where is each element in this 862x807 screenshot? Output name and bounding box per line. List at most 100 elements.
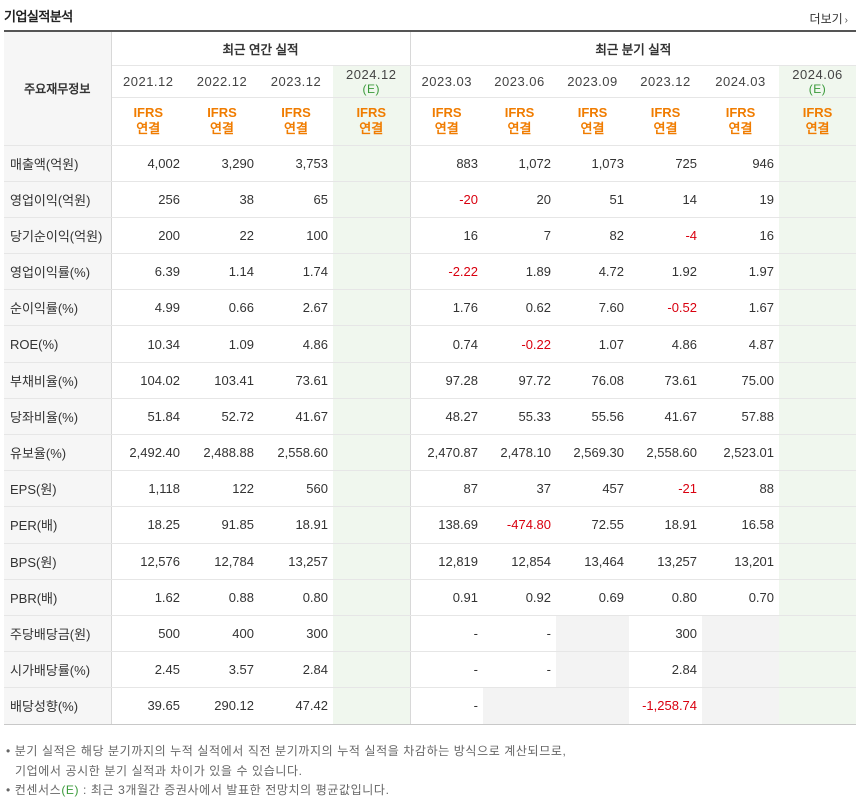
table-cell: 4.72 (556, 253, 630, 291)
more-label: 더보기 (809, 12, 843, 26)
table-row: 유보율(%) 2,492.40 2,488.88 2,558.60 2,470.87 2,… (4, 434, 857, 472)
consolidated-label: 연결 (507, 121, 532, 136)
row-label: 순이익률(%) (4, 289, 112, 327)
table-cell: 3,290 (185, 144, 259, 182)
table-row: 당좌비율(%) 51.84 52.72 41.67 48.27 55.33 55.56 41.… (4, 398, 857, 436)
ifrs-basis: IFRS 연결 (779, 97, 857, 146)
estimate-marker: (E) (362, 81, 380, 96)
table-cell: 0.62 (483, 289, 557, 327)
period-header: 2023.09 (556, 65, 630, 98)
table-cell (779, 253, 857, 291)
table-cell (556, 614, 630, 653)
table-cell: 725 (629, 144, 703, 182)
table-cell: 19 (702, 181, 780, 218)
table-cell (702, 614, 780, 653)
table-cell: 2,470.87 (410, 434, 484, 472)
table-cell: 4.86 (259, 325, 333, 363)
table-cell: 4.86 (629, 325, 703, 363)
table-cell (779, 398, 857, 436)
table-cell: -474.80 (483, 506, 557, 544)
table-cell (333, 687, 411, 725)
ifrs-label: IFRS (650, 105, 681, 120)
row-label: PER(배) (4, 506, 112, 544)
table-cell: 18.91 (629, 506, 703, 544)
consolidated-label: 연결 (805, 121, 830, 136)
table-cell: 82 (556, 217, 630, 255)
table-cell (333, 289, 411, 327)
consolidated-label: 연결 (580, 121, 605, 136)
table-cell: - (410, 614, 484, 653)
group-annual: 최근 연간 실적 (111, 32, 411, 66)
period-label: 2022.12 (196, 73, 248, 89)
consolidated-label: 연결 (728, 121, 753, 136)
table-row: 부채비율(%) 104.02 103.41 73.61 97.28 97.72 76.08 7… (4, 361, 857, 399)
row-label: 유보율(%) (4, 434, 112, 472)
table-cell: 7.60 (556, 289, 630, 327)
table-cell: 22 (185, 217, 259, 255)
table-cell: 0.70 (702, 579, 780, 616)
table-cell: 18.25 (111, 506, 185, 544)
table-cell: 12,576 (111, 543, 185, 580)
table-cell: 200 (111, 217, 185, 255)
period-header: 2023.12 (629, 65, 703, 98)
table-cell: - (410, 687, 484, 725)
table-cell: 2,478.10 (483, 434, 557, 472)
table-cell: 2,488.88 (185, 434, 259, 472)
row-label: 영업이익(억원) (4, 181, 112, 218)
table-cell: 75.00 (702, 361, 780, 399)
table-cell: 41.67 (259, 398, 333, 436)
table-cell: 2,523.01 (702, 434, 780, 472)
table-cell: -0.22 (483, 325, 557, 363)
table-cell: 1.97 (702, 253, 780, 291)
table-cell: 2.67 (259, 289, 333, 327)
more-link[interactable]: 더보기 › (810, 10, 848, 27)
ifrs-basis: IFRS 연결 (483, 97, 557, 146)
table-cell: 4,002 (111, 144, 185, 182)
table-cell (333, 434, 411, 472)
table-row: BPS(원) 12,576 12,784 13,257 12,819 12,854 13,4… (4, 543, 857, 580)
table-cell: 41.67 (629, 398, 703, 436)
row-label: 당기순이익(억원) (4, 217, 112, 255)
table-cell: 12,819 (410, 543, 484, 580)
table-cell (779, 614, 857, 653)
table-cell: 47.42 (259, 687, 333, 725)
financial-table: 주요재무정보 최근 연간 실적 최근 분기 실적 2021.12 2022.12 2… (4, 32, 857, 725)
row-label: BPS(원) (4, 543, 112, 580)
table-row: 배당성향(%) 39.65 290.12 47.42 - -1,258.74 (4, 687, 857, 725)
table-cell: 0.66 (185, 289, 259, 327)
table-cell: 55.56 (556, 398, 630, 436)
period-label: 2024.12 (346, 66, 397, 82)
table-cell (556, 651, 630, 689)
period-header: 2022.12 (185, 65, 259, 98)
table-cell (702, 651, 780, 689)
table-cell (333, 144, 411, 182)
table-row: 주당배당금(원) 500 400 300- -300 (4, 614, 857, 653)
table-cell: 457 (556, 470, 630, 508)
table-cell: 16 (410, 217, 484, 255)
table-row: PER(배) 18.25 91.85 18.91 138.69 -474.80 72.55 1… (4, 506, 857, 544)
footnote-consensus: • 컨센서스(E) : 최근 3개월간 증권사에서 발표한 전망치의 평균값입니… (6, 783, 390, 797)
table-cell (779, 181, 857, 218)
table-cell: 1,118 (111, 470, 185, 508)
table-cell (556, 687, 630, 725)
table-cell: 883 (410, 144, 484, 182)
table-cell: 73.61 (629, 361, 703, 399)
footnote-quarterly-cont: 기업에서 공시한 분기 실적과 차이가 있을 수 있습니다. (15, 763, 303, 778)
table-row: EPS(원) 1,118 122 560 87 37 457 -21 88 (4, 470, 857, 508)
table-cell: -4 (629, 217, 703, 255)
table-cell: 65 (259, 181, 333, 218)
table-cell (779, 543, 857, 580)
table-cell: 2,558.60 (259, 434, 333, 472)
table-cell: 290.12 (185, 687, 259, 725)
table-cell: 52.72 (185, 398, 259, 436)
estimate-marker: (E) (808, 81, 827, 96)
period-label: 2024.03 (715, 73, 766, 89)
period-header: 2023.12 (259, 65, 333, 98)
table-cell: 91.85 (185, 506, 259, 544)
table-cell: -2.22 (410, 253, 484, 291)
table-cell: 76.08 (556, 361, 630, 399)
table-row: ROE(%) 10.34 1.09 4.86 0.74 -0.22 1.07 4.86 4.87 (4, 325, 857, 363)
table-cell: 13,201 (702, 543, 780, 580)
ifrs-label: IFRS (725, 105, 756, 120)
row-header-label: 주요재무정보 (4, 32, 112, 146)
